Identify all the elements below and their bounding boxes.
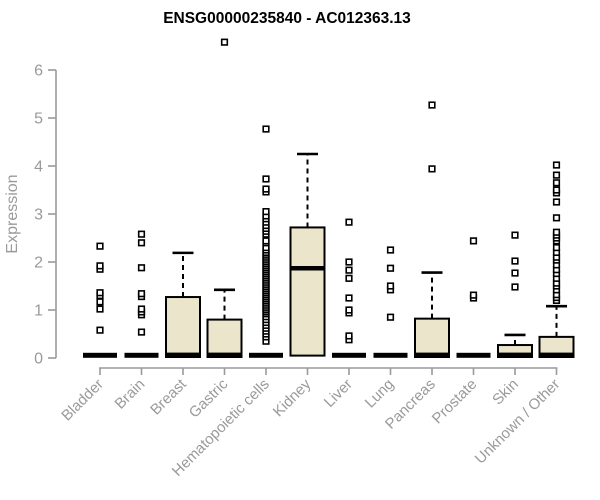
outlier-point xyxy=(96,289,104,297)
outlier-point xyxy=(96,305,104,313)
x-tick-label: Bladder xyxy=(58,376,107,425)
outlier-point xyxy=(96,326,104,334)
box xyxy=(206,318,243,359)
collapsed-box xyxy=(332,352,366,358)
outlier-point xyxy=(137,264,146,272)
outlier-point xyxy=(345,294,353,302)
outlier-point xyxy=(386,264,395,272)
y-tick-label: 2 xyxy=(34,255,43,272)
x-tick-label: Breast xyxy=(147,375,190,418)
outlier-point xyxy=(386,313,395,321)
outlier-point xyxy=(345,266,353,274)
x-tick-label: Brain xyxy=(112,376,149,413)
collapsed-box xyxy=(373,352,408,358)
outlier-point xyxy=(262,185,270,193)
outlier-point xyxy=(220,38,229,46)
outlier-point xyxy=(345,274,353,282)
outlier-point xyxy=(345,258,353,266)
box xyxy=(165,296,201,359)
outlier-point xyxy=(552,214,561,222)
x-tick-label: Prostate xyxy=(429,376,481,428)
outlier-point xyxy=(386,246,395,254)
box xyxy=(414,317,450,359)
outlier-point xyxy=(469,237,478,245)
y-tick-label: 6 xyxy=(34,63,43,80)
collapsed-box xyxy=(249,352,283,358)
outlier-point xyxy=(345,218,353,226)
chart-title: ENSG00000235840 - AC012363.13 xyxy=(163,10,411,27)
median-bar xyxy=(207,352,242,358)
y-tick-label: 0 xyxy=(34,351,43,368)
median-bar xyxy=(414,352,450,358)
y-axis-label: Expression xyxy=(4,174,21,253)
x-tick-label: Kidney xyxy=(270,375,315,420)
outlier-point xyxy=(511,283,519,291)
outlier-point xyxy=(552,244,561,252)
box xyxy=(289,226,326,357)
outlier-point xyxy=(552,186,561,194)
outlier-point xyxy=(511,257,519,265)
outlier-point xyxy=(428,101,436,109)
outlier-point xyxy=(137,239,146,247)
outlier-point xyxy=(511,231,519,239)
outlier-point xyxy=(345,332,353,340)
outlier-point xyxy=(137,230,146,238)
collapsed-box xyxy=(124,352,159,358)
collapsed-box xyxy=(83,352,117,358)
outlier-point xyxy=(386,282,395,290)
x-tick-label: Lung xyxy=(362,376,398,412)
y-tick-label: 5 xyxy=(34,111,43,128)
outlier-point xyxy=(137,290,146,298)
y-tick-label: 3 xyxy=(34,207,43,224)
outlier-point xyxy=(262,208,270,216)
collapsed-box xyxy=(456,352,491,358)
median-bar xyxy=(165,352,201,358)
outlier-point xyxy=(137,328,146,336)
outlier-point xyxy=(96,298,104,306)
outlier-point xyxy=(262,125,270,133)
outlier-point xyxy=(552,161,561,169)
median-bar xyxy=(539,352,574,358)
outlier-point xyxy=(428,165,436,173)
x-tick-label: Liver xyxy=(321,376,356,411)
median-bar xyxy=(497,352,533,358)
outlier-point xyxy=(552,198,561,206)
outlier-point xyxy=(552,179,561,187)
outlier-point xyxy=(552,228,561,236)
outlier-point xyxy=(96,242,104,250)
outlier-point xyxy=(345,306,353,314)
y-tick-label: 4 xyxy=(34,159,43,176)
outlier-point xyxy=(511,269,519,277)
outlier-point xyxy=(137,305,146,313)
outlier-point xyxy=(552,171,561,179)
y-tick-label: 1 xyxy=(34,303,43,320)
outlier-point xyxy=(469,291,478,299)
x-tick-label: Skin xyxy=(489,376,522,409)
outlier-point xyxy=(96,262,104,270)
outlier-point xyxy=(262,237,270,245)
outlier-point xyxy=(262,175,270,183)
